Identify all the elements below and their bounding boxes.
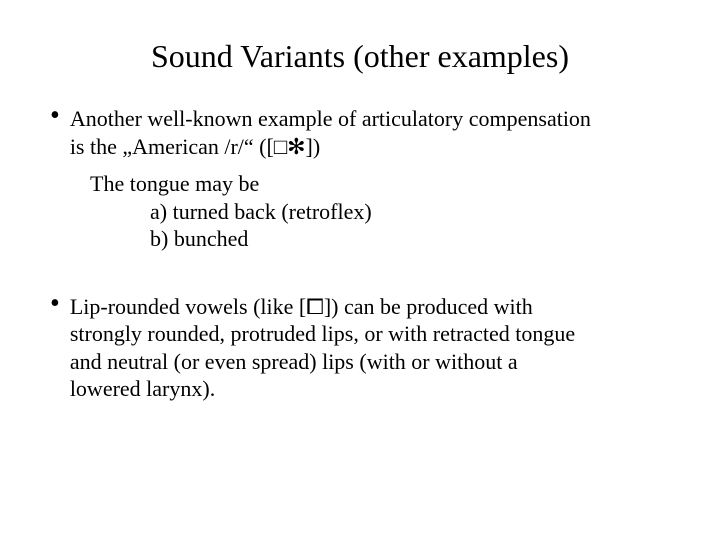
slide: Sound Variants (other examples) • Anothe… (0, 0, 720, 540)
sub-block: The tongue may be a) turned back (retrof… (90, 170, 670, 253)
bullet-2-line-2: strongly rounded, protruded lips, or wit… (70, 321, 575, 346)
bullet-dot-icon: • (50, 105, 60, 127)
bullet-dot-icon: • (50, 293, 60, 315)
sub-intro: The tongue may be (90, 170, 670, 198)
sub-option-b: b) bunched (150, 225, 670, 253)
bullet-item-1: • Another well-known example of articula… (50, 105, 670, 160)
bullet-1-text: Another well-known example of articulato… (70, 105, 591, 160)
sub-option-a: a) turned back (retroflex) (150, 198, 670, 226)
bullet-1-line-1: Another well-known example of articulato… (70, 106, 591, 131)
slide-title: Sound Variants (other examples) (50, 38, 670, 75)
bullet-item-2: • Lip-rounded vowels (like [⧠]) can be p… (50, 293, 670, 403)
bullet-2-text: Lip-rounded vowels (like [⧠]) can be pro… (70, 293, 575, 403)
bullet-2-line-3: and neutral (or even spread) lips (with … (70, 349, 518, 374)
bullet-1-line-2: is the „American /r/“ ([□✻]) (70, 134, 320, 159)
bullet-2-line-1: Lip-rounded vowels (like [⧠]) can be pro… (70, 294, 533, 319)
bullet-2-line-4: lowered larynx). (70, 376, 215, 401)
